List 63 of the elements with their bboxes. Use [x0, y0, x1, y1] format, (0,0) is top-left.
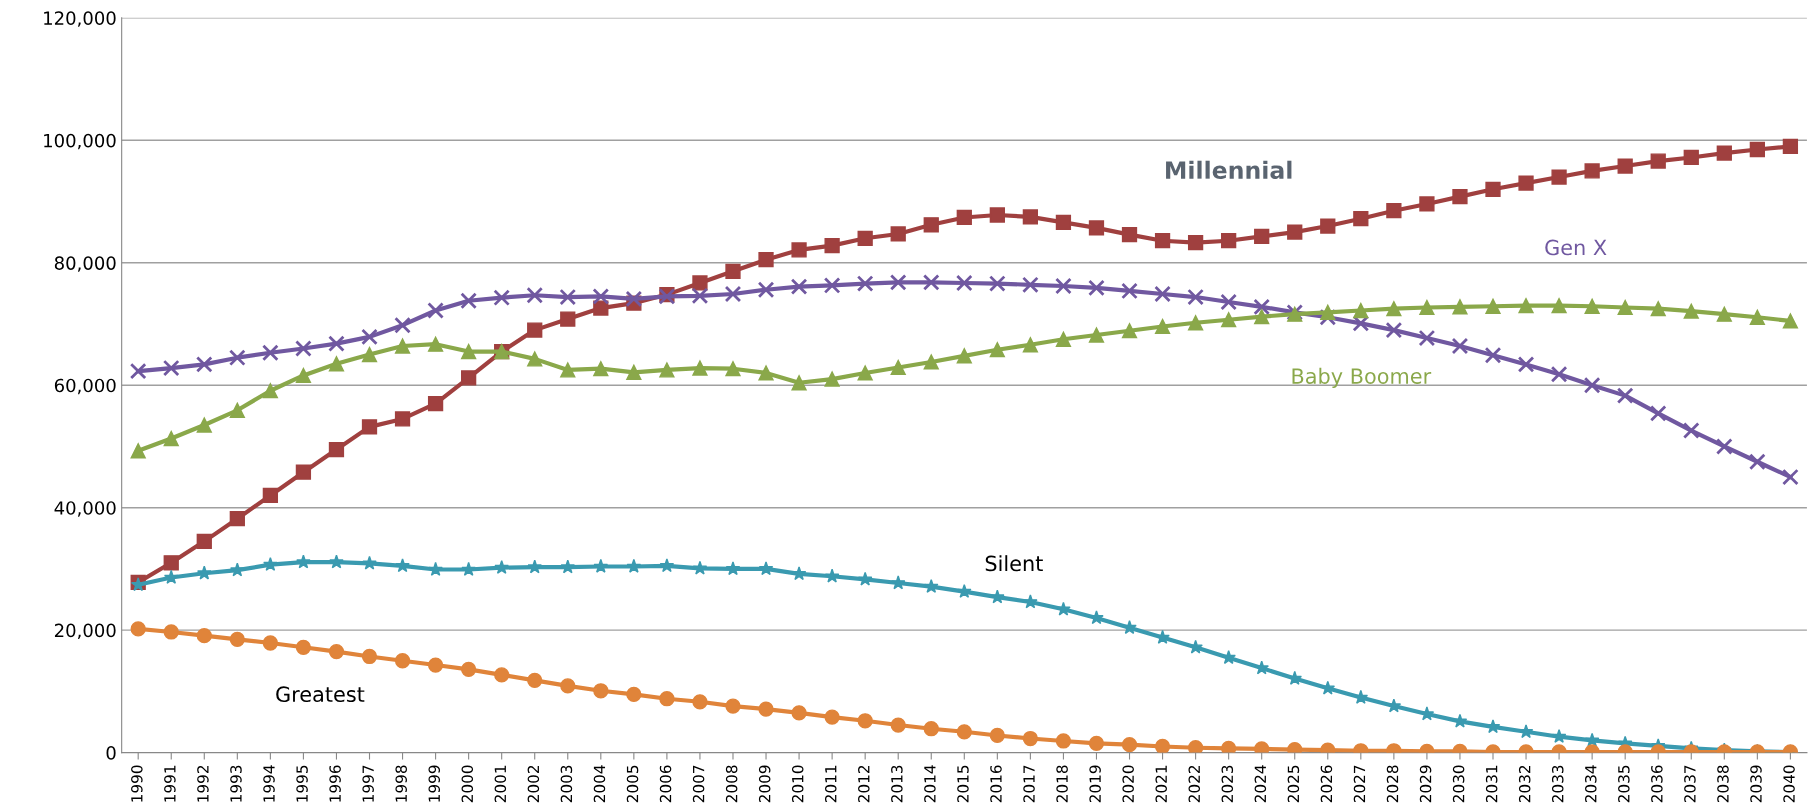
x-tick-label: 2024	[1254, 765, 1267, 803]
x-tick-label: 1992	[197, 765, 209, 802]
y-tick-label: 60,000	[54, 378, 116, 395]
x-tick-label: 2009	[758, 765, 771, 803]
x-tick-label: 2017	[1023, 765, 1035, 803]
x-tick-label: 1996	[329, 765, 341, 802]
x-tick-label: 1991	[164, 765, 176, 802]
x-tick-label: 1999	[428, 765, 441, 802]
x-tick-label: 2019	[1089, 765, 1101, 803]
x-tick-label: 2032	[1518, 765, 1531, 803]
x-tick-label: 2018	[1056, 765, 1068, 803]
y-tick-label: 80,000	[54, 256, 116, 272]
x-tick-label: 2029	[1419, 765, 1432, 803]
x-tick-label: 1993	[230, 765, 242, 802]
x-tick-label: 2012	[858, 765, 870, 803]
x-tick-label: 2000	[461, 765, 474, 803]
x-tick-label: 2022	[1188, 765, 1201, 803]
x-tick-label: 2037	[1684, 765, 1696, 803]
x-tick-label: 1990	[131, 765, 143, 802]
x-tick-label: 2035	[1618, 765, 1630, 803]
text: Gen X	[1545, 239, 1607, 256]
x-tick-label: 2028	[1386, 765, 1399, 803]
y-tick-label: 120,000	[44, 11, 116, 27]
series-label: Silent	[985, 555, 1043, 572]
x-tick-label: 1998	[395, 765, 407, 802]
x-tick-label: 2031	[1485, 765, 1498, 803]
x-tick-label: 2027	[1353, 765, 1366, 803]
y-tick-label: 20,000	[54, 623, 116, 640]
y-tick-label: 100,000	[44, 133, 116, 150]
x-tick-label: 2004	[593, 765, 606, 803]
x-tick-label: 2015	[957, 765, 969, 803]
x-tick-label: 2001	[494, 765, 507, 803]
series-label: Greatest	[276, 686, 365, 703]
x-tick-label: 2005	[626, 765, 639, 803]
x-tick-label: 2016	[990, 765, 1002, 803]
series-label: Millennial	[1166, 160, 1292, 179]
text: Baby Boomer	[1292, 367, 1432, 388]
x-tick-label: 2026	[1320, 765, 1333, 803]
x-tick-label: 2013	[891, 765, 903, 803]
y-tick-label: 0	[106, 746, 116, 760]
x-tick-label: 2003	[560, 765, 573, 803]
x-tick-label: 2036	[1651, 765, 1663, 803]
x-tick-label: 2011	[825, 765, 837, 803]
x-tick-label: 2033	[1551, 765, 1564, 803]
x-tick-label: 2010	[791, 765, 804, 803]
x-tick-label: 2025	[1287, 765, 1300, 803]
y-tick-label: 40,000	[54, 501, 116, 517]
x-tick-label: 1997	[362, 765, 374, 802]
x-tick-label: 2014	[924, 765, 936, 803]
x-tick-label: 2007	[692, 765, 705, 803]
x-tick-label: 2034	[1585, 765, 1597, 803]
x-tick-label: 2038	[1717, 765, 1729, 803]
x-tick-label: 2002	[527, 765, 540, 803]
x-tick-label: 2040	[1783, 765, 1795, 803]
x-tick-label: 1995	[296, 765, 308, 802]
x-tick-label: 2030	[1452, 765, 1465, 803]
x-tick-label: 2008	[725, 765, 738, 803]
x-tick-label: 2006	[659, 765, 672, 803]
x-tick-label: 2021	[1155, 765, 1167, 803]
x-tick-label: 2023	[1221, 765, 1234, 803]
x-tick-label: 2020	[1122, 765, 1134, 803]
x-tick-label: 1994	[263, 765, 275, 802]
x-tick-label: 2039	[1750, 765, 1762, 803]
